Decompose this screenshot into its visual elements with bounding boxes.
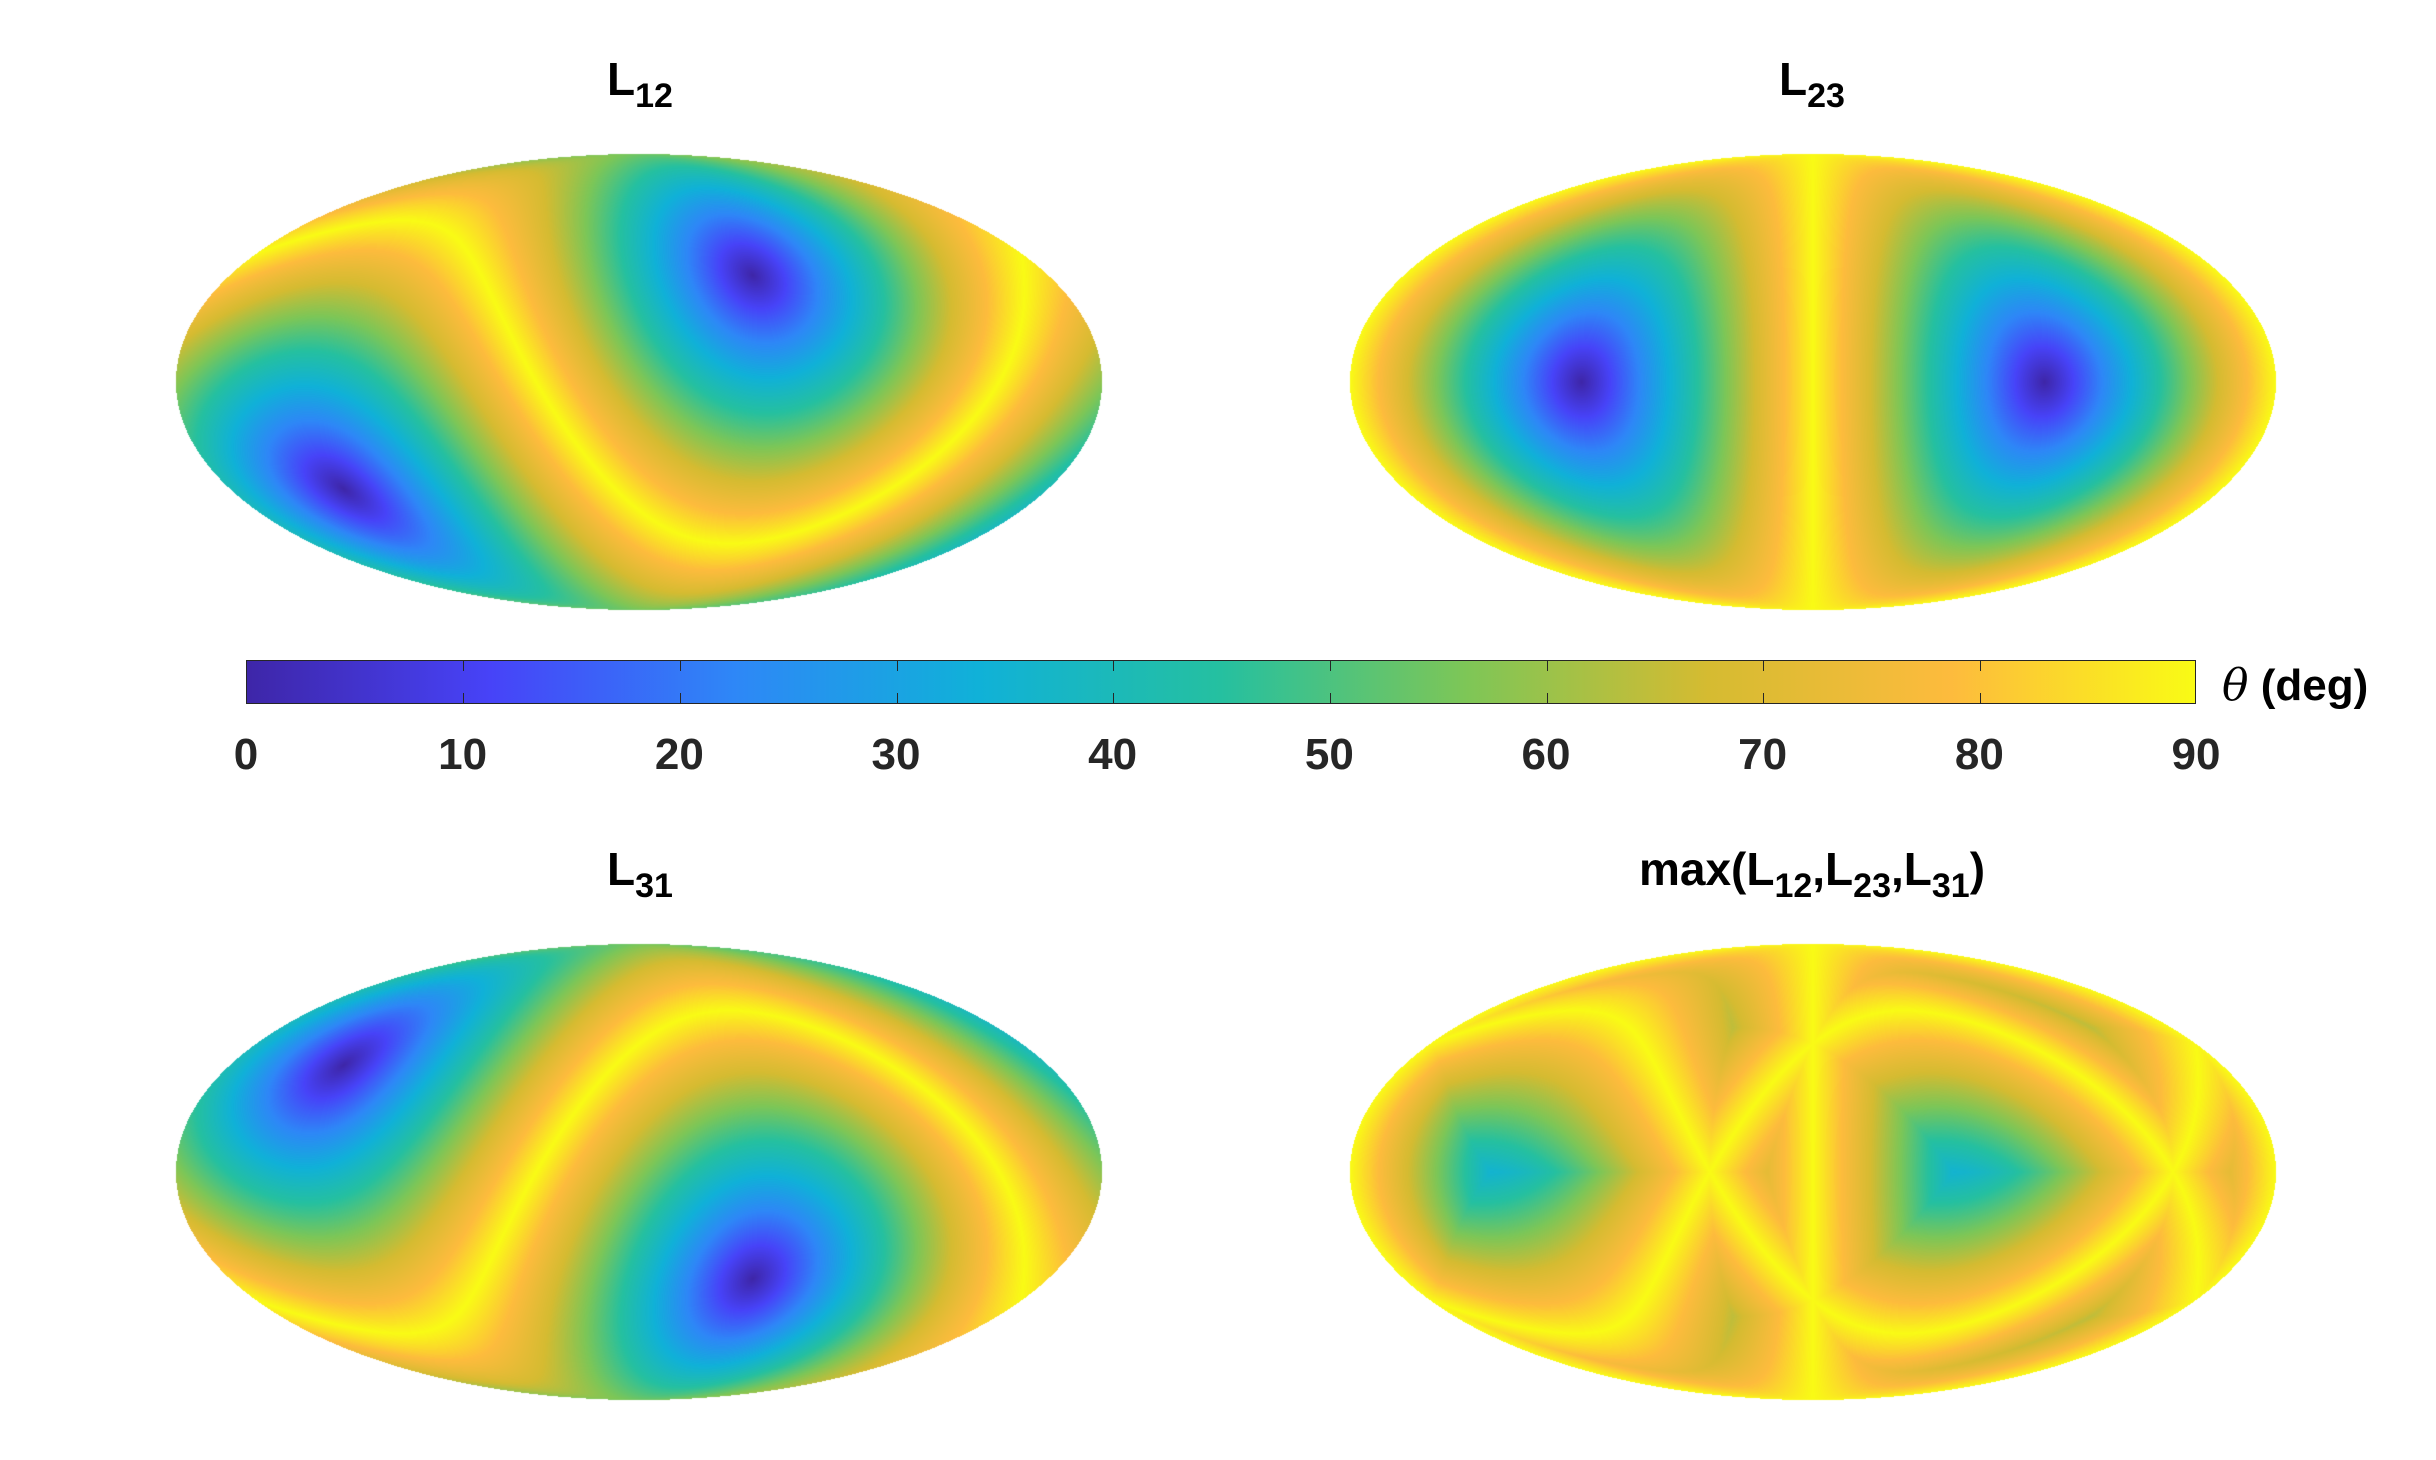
colorbar-tick-label: 50 xyxy=(1304,730,1354,779)
colorbar-tick-mark xyxy=(1113,693,1115,703)
colorbar-tick-mark xyxy=(1329,661,1331,671)
mollweide-map-l31 xyxy=(174,942,1104,1402)
panel-title-l23: L23 xyxy=(1779,53,1845,115)
colorbar-tick-label: 60 xyxy=(1521,730,1571,779)
colorbar-tick-label: 20 xyxy=(654,730,704,779)
colorbar-tick-label: 80 xyxy=(1954,730,2004,779)
colorbar-tick-mark xyxy=(1546,693,1548,703)
colorbar-tick-mark xyxy=(1546,661,1548,671)
panel-title-l12: L12 xyxy=(607,53,673,115)
colorbar-tick-label: 30 xyxy=(871,730,921,779)
mollweide-map-l12 xyxy=(174,152,1104,612)
mollweide-map-l23 xyxy=(1348,152,2278,612)
colorbar xyxy=(246,660,2196,704)
panel-title-l31: L31 xyxy=(607,843,673,905)
colorbar-tick-mark xyxy=(1979,661,1981,671)
colorbar-tick-mark xyxy=(463,693,465,703)
colorbar-tick-label: 90 xyxy=(2171,730,2221,779)
colorbar-tick-label: 40 xyxy=(1088,730,1138,779)
colorbar-tick-mark xyxy=(1329,693,1331,703)
colorbar-tick-mark xyxy=(896,661,898,671)
colorbar-tick-mark xyxy=(679,661,681,671)
colorbar-tick-label: 0 xyxy=(233,730,259,779)
colorbar-tick-label: 10 xyxy=(438,730,488,779)
panel-title-max: max(L12,L23,L31) xyxy=(1638,843,1986,905)
colorbar-tick-mark xyxy=(1113,661,1115,671)
mollweide-map-max xyxy=(1348,942,2278,1402)
colorbar-tick-mark xyxy=(1763,661,1765,671)
colorbar-tick-mark xyxy=(1763,693,1765,703)
colorbar-tick-mark xyxy=(1979,693,1981,703)
colorbar-label: θ (deg) xyxy=(2222,660,2369,711)
colorbar-tick-mark xyxy=(463,661,465,671)
colorbar-tick-mark xyxy=(896,693,898,703)
colorbar-tick-mark xyxy=(679,693,681,703)
colorbar-tick-label: 70 xyxy=(1738,730,1788,779)
